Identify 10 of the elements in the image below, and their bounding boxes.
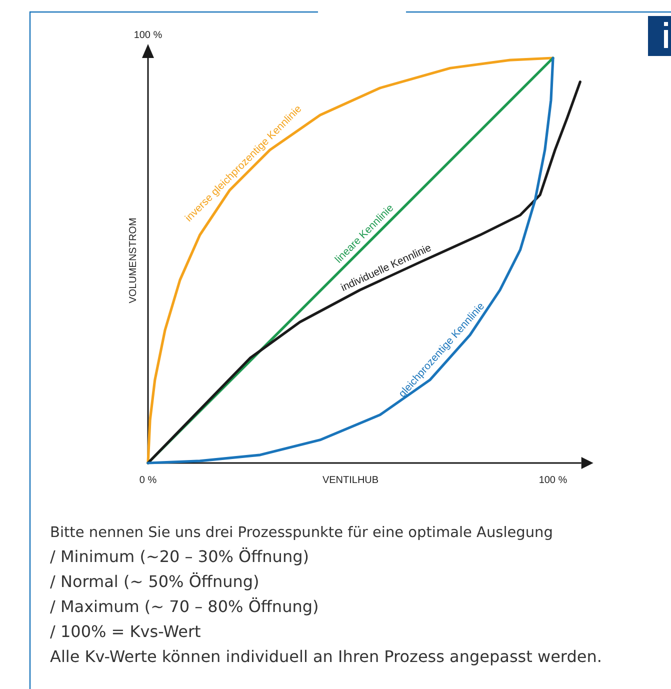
text: / 100% = Kvs-Wert xyxy=(50,622,201,641)
text: / Minimum (~20 – 30% Öffnung) xyxy=(50,547,309,566)
x-axis-title: VENTILHUB xyxy=(322,475,379,486)
x-tick-label: 0 % xyxy=(139,475,157,486)
text: Alle Kv-Werte können individuell an Ihren Prozess angepasst werden. xyxy=(50,647,602,666)
text: / Normal (~ 50% Öffnung) xyxy=(50,572,260,591)
text: Bitte nennen Sie uns drei Prozesspunkte für eine optimale Auslegung xyxy=(50,525,553,541)
text: 100 % xyxy=(134,30,162,41)
text: / Maximum (~ 70 – 80% Öffnung) xyxy=(50,597,319,616)
y-axis-title: VOLUMENSTROM xyxy=(128,218,139,304)
